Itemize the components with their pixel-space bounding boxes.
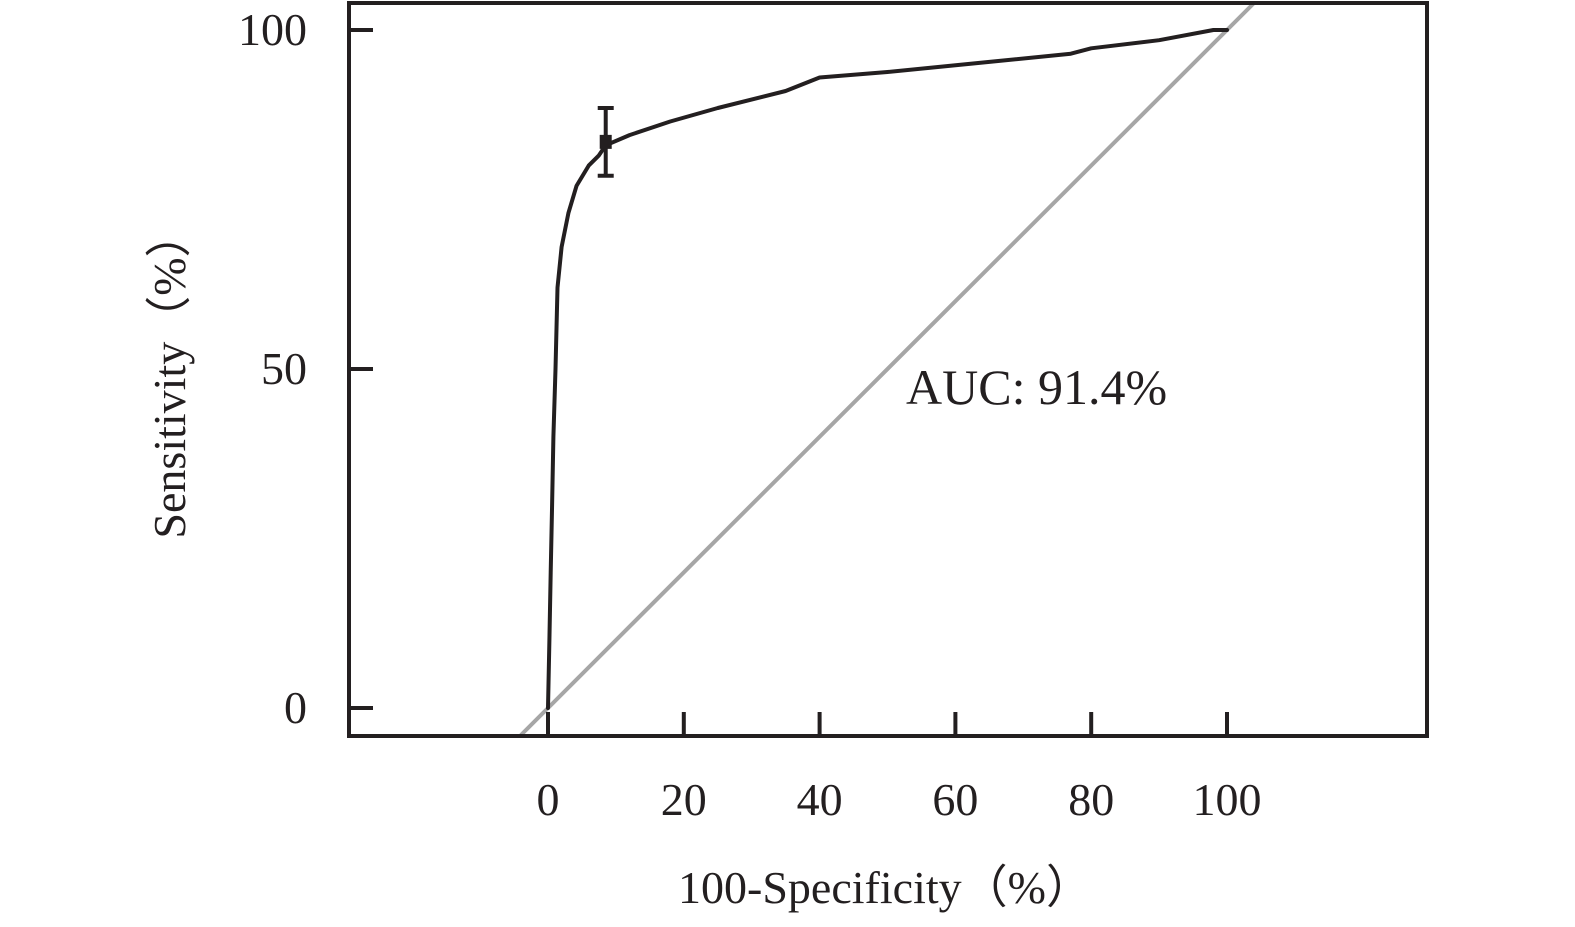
y-tick-label: 100 <box>238 4 307 55</box>
x-tick-label: 0 <box>537 774 560 825</box>
x-tick-label: 20 <box>661 774 707 825</box>
y-axis-label: Sensitivity（%） <box>144 211 195 538</box>
x-tick-label: 80 <box>1068 774 1114 825</box>
x-tick-label: 60 <box>932 774 978 825</box>
plot-area: 0 20 40 60 80 100 0 50 100 <box>238 1 1429 825</box>
x-tick-label: 40 <box>797 774 843 825</box>
x-tick-label: 100 <box>1193 774 1262 825</box>
auc-annotation: AUC: 91.4% <box>906 359 1167 415</box>
reference-line <box>519 3 1256 736</box>
x-axis-label: 100-Specificity（%） <box>678 862 1092 913</box>
cutoff-marker <box>599 134 612 149</box>
y-tick-label: 0 <box>284 682 307 733</box>
y-tick-label: 50 <box>261 343 307 394</box>
